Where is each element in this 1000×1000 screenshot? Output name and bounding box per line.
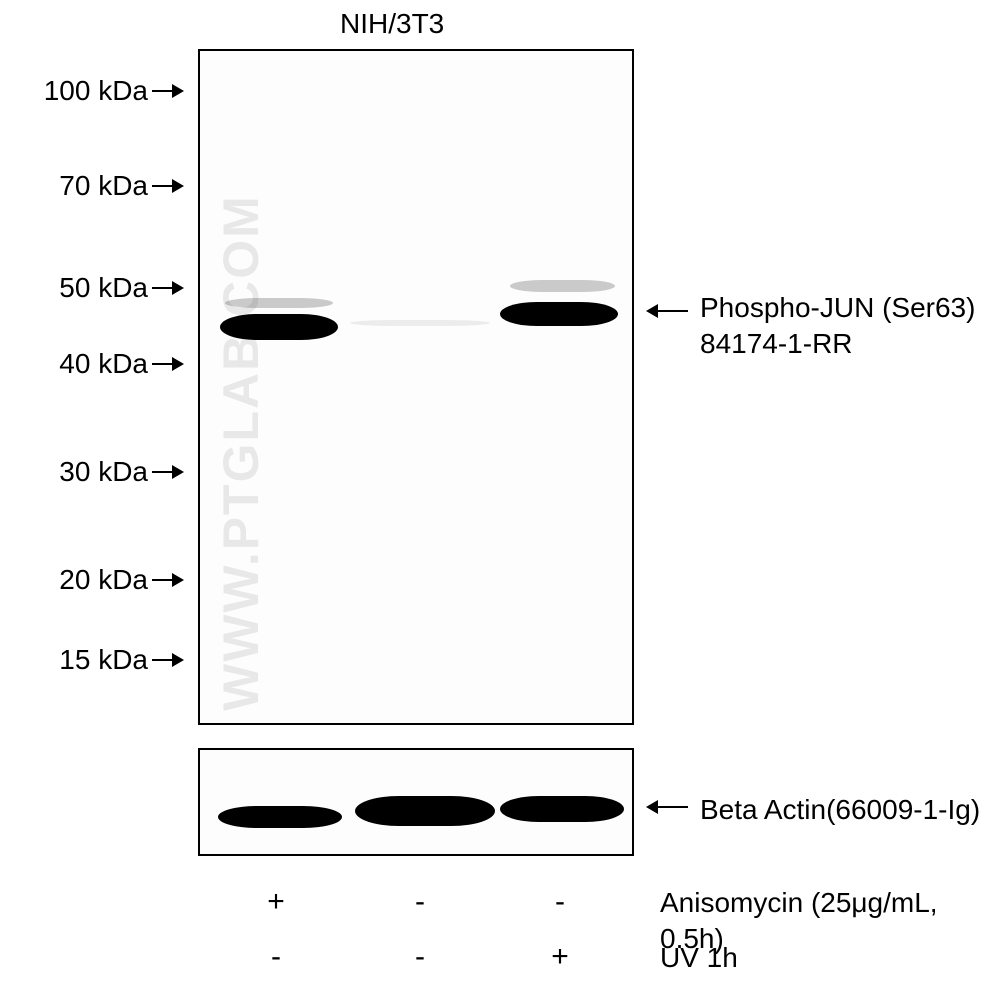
mw-label: 20 kDa [18, 564, 148, 596]
mw-arrow-icon [152, 287, 182, 289]
treatment-value: + [256, 885, 296, 919]
watermark-text: WWW.PTGLAB.COM [212, 194, 270, 711]
loading-band [218, 806, 342, 828]
treatment-value: - [540, 885, 580, 919]
cell-line-title: NIH/3T3 [340, 8, 444, 40]
loading-arrow-icon [648, 806, 688, 808]
treatment-value: - [400, 940, 440, 974]
target-band-faint [350, 320, 490, 326]
target-band-shadow [225, 298, 333, 308]
main-blot-panel: WWW.PTGLAB.COM [198, 49, 634, 725]
target-band [500, 302, 618, 326]
loading-band [355, 796, 495, 826]
treatment-value: - [400, 885, 440, 919]
mw-arrow-icon [152, 185, 182, 187]
mw-label: 15 kDa [18, 644, 148, 676]
target-band-shadow [510, 280, 615, 292]
figure-root: NIH/3T3 WWW.PTGLAB.COM 100 kDa 70 kDa 50… [0, 0, 1000, 1000]
mw-label: 70 kDa [18, 170, 148, 202]
target-label-line1: Phospho-JUN (Ser63) [700, 292, 975, 323]
mw-arrow-icon [152, 90, 182, 92]
mw-arrow-icon [152, 363, 182, 365]
mw-label: 100 kDa [18, 75, 148, 107]
loading-annotation: Beta Actin(66009-1-Ig) [700, 792, 980, 828]
target-band [220, 314, 338, 340]
treatment-value: - [256, 940, 296, 974]
target-label-line2: 84174-1-RR [700, 328, 853, 359]
target-arrow-icon [648, 310, 688, 312]
loading-band [500, 796, 624, 822]
treatment-label: UV 1h [660, 940, 738, 976]
treatment-value: + [540, 940, 580, 974]
target-annotation: Phospho-JUN (Ser63) 84174-1-RR [700, 290, 975, 363]
mw-arrow-icon [152, 659, 182, 661]
mw-label: 40 kDa [18, 348, 148, 380]
mw-arrow-icon [152, 579, 182, 581]
mw-label: 50 kDa [18, 272, 148, 304]
mw-label: 30 kDa [18, 456, 148, 488]
mw-arrow-icon [152, 471, 182, 473]
